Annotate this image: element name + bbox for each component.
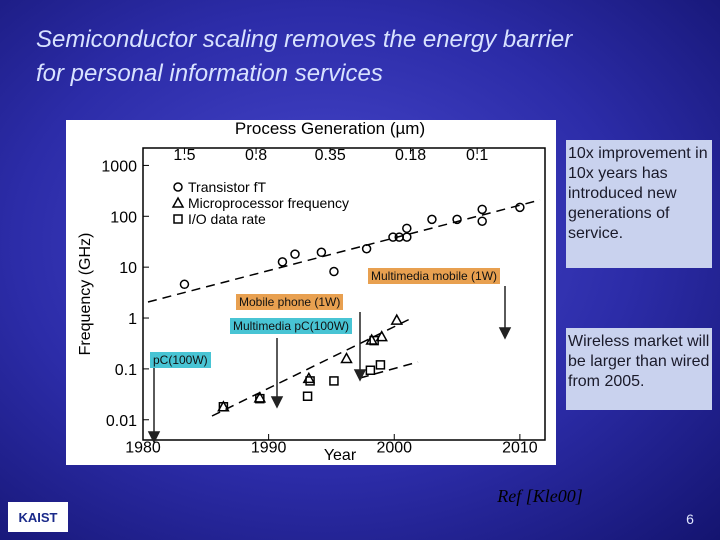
page-number: 6 xyxy=(686,511,694,527)
x-tick-label: 1980 xyxy=(125,439,161,456)
y-tick-label: 0.01 xyxy=(106,413,137,430)
data-point xyxy=(515,202,525,213)
data-point xyxy=(452,214,462,225)
note-box xyxy=(566,140,712,268)
note: 10x improvement in 10x years has introdu… xyxy=(568,145,708,242)
note: Wireless market will be larger than wire… xyxy=(568,333,710,390)
data-point xyxy=(329,266,339,277)
annotation: Multimedia mobile (1W) xyxy=(368,268,501,284)
x-axis-label: Year xyxy=(324,447,357,464)
arrow-head xyxy=(270,396,284,409)
data-point xyxy=(277,257,288,267)
legend-label: Microprocessor frequency xyxy=(188,195,349,211)
legend-marker xyxy=(171,196,185,208)
data-point xyxy=(255,393,265,404)
data-point xyxy=(218,402,229,412)
top-tick-label: 0.8 xyxy=(245,147,267,164)
data-point xyxy=(361,244,372,254)
x-tick-label: 2000 xyxy=(376,439,412,456)
data-point xyxy=(477,216,487,226)
top-tick-label: 1.5 xyxy=(173,147,195,164)
x-tick-label: 1990 xyxy=(251,439,287,456)
y-tick-label: 100 xyxy=(110,209,137,226)
chart-title: Process Generation (µm) xyxy=(235,119,425,138)
annotation: Mobile phone (1W) xyxy=(236,294,344,310)
data-point xyxy=(305,376,315,386)
data-point xyxy=(329,376,339,386)
arrow-head xyxy=(498,327,512,340)
y-tick-label: 1000 xyxy=(101,158,137,175)
data-point xyxy=(388,232,398,242)
data-point xyxy=(369,335,379,346)
arrow-head xyxy=(147,431,161,444)
logo: KAIST xyxy=(19,510,58,525)
trend-line xyxy=(211,317,413,417)
top-tick-label: 0.18 xyxy=(395,147,426,164)
data-point xyxy=(253,391,267,403)
x-tick-label: 2010 xyxy=(502,439,538,456)
slide-title: Semiconductor scaling removes the energy… xyxy=(36,26,573,53)
logo-box xyxy=(8,502,68,532)
slide-title: for personal information services xyxy=(36,60,383,87)
data-point xyxy=(402,232,412,242)
note-box xyxy=(566,328,712,410)
data-point xyxy=(290,249,300,259)
data-point xyxy=(316,247,327,258)
top-tick-label: 0.35 xyxy=(315,147,346,164)
legend-label: I/O data rate xyxy=(188,211,266,227)
plot-frame xyxy=(142,147,546,441)
arrow-head xyxy=(353,369,367,382)
top-tick-label: 0.1 xyxy=(466,147,488,164)
data-point xyxy=(302,391,313,401)
y-tick-label: 1 xyxy=(128,311,137,328)
data-point xyxy=(340,351,353,364)
y-axis-label: Frequency (GHz) xyxy=(77,233,94,356)
annotation: pC(100W) xyxy=(150,352,211,368)
data-point xyxy=(477,204,487,215)
legend-label: Transistor fT xyxy=(188,179,266,195)
data-point xyxy=(365,365,376,376)
y-tick-label: 10 xyxy=(119,260,137,277)
data-point xyxy=(375,360,386,370)
annotation: Multimedia pC(100W) xyxy=(230,318,353,334)
data-point xyxy=(375,330,388,342)
legend-marker xyxy=(173,214,183,224)
y-tick-label: 0.1 xyxy=(115,362,137,379)
reference: Ref [Kle00] xyxy=(496,486,583,506)
chart-background xyxy=(66,120,556,465)
trend-lines xyxy=(147,199,541,417)
data-point xyxy=(179,279,190,290)
legend-marker xyxy=(173,182,183,192)
trend-line xyxy=(147,199,541,303)
annotation-arrows xyxy=(147,286,512,444)
data-point xyxy=(427,214,437,225)
data-point xyxy=(390,313,404,325)
trend-line xyxy=(359,361,419,379)
data-point xyxy=(402,223,412,234)
